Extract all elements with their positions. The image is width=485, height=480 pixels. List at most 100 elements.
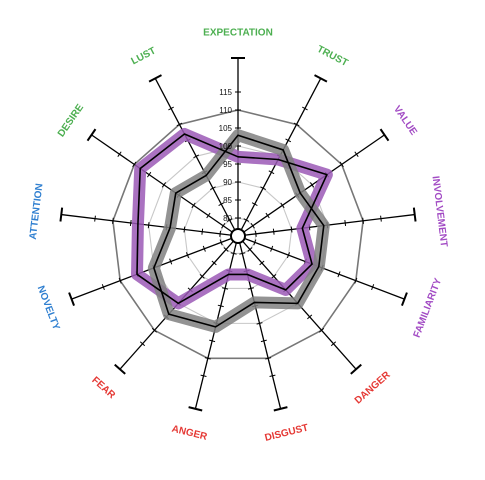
axis-end-cap: [273, 406, 288, 412]
axis-tick: [218, 202, 225, 206]
axis-tick: [272, 228, 275, 235]
axis-end-cap: [86, 128, 97, 142]
axis-tick: [239, 252, 246, 255]
axis-tick: [255, 230, 257, 237]
axis-tick: [247, 287, 254, 290]
grid-ring: [112, 109, 364, 360]
radial-tick-label: 90: [223, 178, 232, 187]
axis-label-attention: ATTENTION: [28, 183, 46, 240]
axis-tick: [161, 182, 167, 188]
radial-tick-label: 85: [223, 196, 232, 205]
axis-spoke: [237, 134, 385, 237]
axis-end-cap: [148, 74, 162, 83]
axis-tick: [151, 327, 158, 333]
axis-tick: [265, 212, 270, 219]
radial-tick-labels: 80 85 90 95 100 105 110 115: [219, 88, 233, 223]
axis-tick: [117, 151, 122, 157]
data-series: [131, 127, 333, 333]
axis-tick: [354, 151, 359, 157]
axis-tick: [129, 219, 132, 227]
axis-tick: [219, 239, 223, 246]
axis-tick: [112, 217, 114, 224]
radial-tick-label: 95: [223, 160, 232, 169]
axis-label-lust: LUST: [130, 45, 158, 67]
axis-end-cap: [188, 406, 203, 412]
axis-tick: [118, 277, 122, 284]
axis-end-cap: [68, 292, 75, 307]
axis-tick: [183, 226, 186, 233]
axis-end-cap: [401, 292, 408, 307]
axis-end-cap: [314, 74, 328, 83]
axis-end-cap: [379, 128, 390, 142]
axis-tick: [202, 245, 206, 252]
axis-tick: [285, 138, 292, 143]
axis-tick: [147, 171, 152, 178]
axis-tick: [219, 230, 221, 237]
axis-tick: [270, 245, 274, 252]
axis-tick: [200, 374, 207, 378]
radial-tick-label: 115: [219, 88, 232, 97]
axis-spoke: [237, 235, 282, 409]
series-line-2: [153, 134, 325, 328]
axis-spoke: [91, 134, 239, 237]
axis-tick: [176, 122, 183, 127]
axis-tick: [199, 274, 205, 279]
axis-label-value: VALUE: [391, 104, 419, 138]
radial-tick-label: 110: [219, 106, 232, 115]
axis-spoke: [61, 213, 239, 237]
series-line-1: [136, 133, 328, 305]
axis-tick: [337, 271, 341, 278]
axis-label-novelty: NOVELTY: [35, 284, 62, 332]
axis-label-expectation: EXPECTATION: [203, 28, 273, 39]
axis-tick: [250, 223, 255, 229]
axis-tick: [230, 252, 237, 255]
axis-tick: [302, 106, 308, 111]
axis-tick: [290, 226, 293, 233]
axis-tick: [132, 161, 137, 168]
axis-tick: [309, 182, 315, 188]
axis-label-fear: FEAR: [89, 375, 117, 402]
axis-tick: [201, 228, 204, 235]
axis-tick: [210, 186, 216, 191]
axis-spoke: [154, 78, 239, 237]
axis-end-cap: [350, 363, 362, 375]
axis-tick: [371, 284, 375, 291]
axis-tick: [221, 223, 226, 229]
axis-label-disgust: DISGUST: [264, 423, 310, 444]
axis-tick: [206, 212, 211, 219]
axis-label-anger: ANGER: [171, 424, 209, 444]
axis-tick: [223, 247, 229, 252]
axis-tick: [94, 215, 96, 222]
axis-label-involvement: INVOLVEMENT: [430, 175, 450, 247]
axis-end-cap: [412, 207, 417, 222]
axis-tick: [344, 219, 347, 227]
axis-tick: [271, 274, 277, 279]
axis-tick: [354, 277, 358, 284]
axis-tick: [211, 260, 217, 266]
center-hub: [230, 228, 246, 244]
axis-label-danger: DANGER: [353, 369, 393, 406]
axis-tick: [193, 154, 200, 159]
axis-tick: [147, 222, 150, 229]
axis-tick: [256, 322, 263, 325]
axis-tick: [330, 341, 337, 347]
axis-tick: [260, 339, 267, 343]
axis-tick: [293, 122, 300, 127]
axis-tick: [280, 202, 285, 209]
axis-tick: [253, 239, 257, 246]
axis-end-cap: [114, 363, 126, 375]
axis-tick: [101, 284, 105, 291]
axis-tick: [217, 304, 224, 308]
axis-tick: [259, 260, 265, 266]
axis-end-cap: [59, 207, 64, 222]
axis-tick: [226, 218, 233, 222]
axis-tick: [260, 186, 266, 191]
axis-label-trust: TRUST: [315, 44, 350, 69]
axis-tick: [222, 287, 229, 290]
axis-tick: [286, 252, 291, 259]
radial-tick-label: 100: [219, 142, 233, 151]
axis-tick: [191, 202, 196, 209]
axis-tick: [362, 217, 364, 224]
axis-tick: [251, 202, 258, 206]
